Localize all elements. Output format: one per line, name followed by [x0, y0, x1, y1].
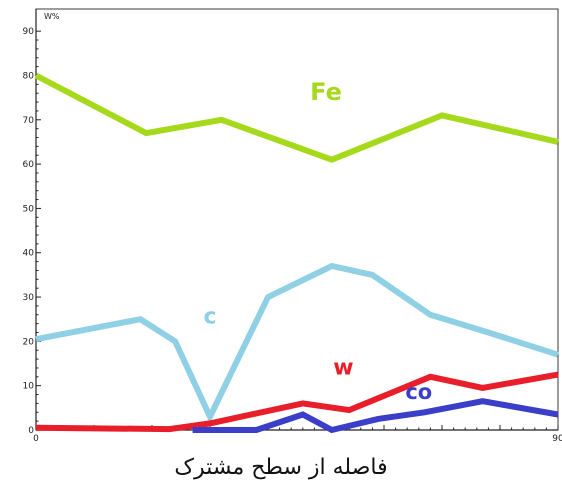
series-label-w: w	[333, 356, 353, 381]
y-tick-label: 80	[23, 71, 35, 81]
y-tick-label: 10	[23, 382, 35, 392]
series-line-fe	[34, 72, 559, 163]
series-lines	[34, 72, 559, 434]
y-tick-label: 70	[23, 116, 35, 126]
y-tick-label: 40	[23, 249, 35, 259]
y-tick-label: 90	[23, 27, 35, 37]
series-label-co: co	[405, 380, 432, 404]
series-labels: Fe c w co	[203, 78, 432, 404]
x-axis-label: فاصله از سطح مشترک	[174, 455, 388, 480]
series-line-co	[192, 398, 559, 434]
y-tick-label: 60	[23, 160, 35, 170]
x-tick-label: 90	[552, 434, 562, 444]
series-line-c	[35, 262, 559, 424]
plot-frame	[35, 8, 559, 431]
y-tick-label: 50	[23, 204, 35, 214]
axes	[35, 8, 559, 431]
y-tick-label: 30	[23, 293, 35, 303]
series-label-c: c	[203, 305, 216, 330]
series-line-w	[35, 371, 559, 433]
y-tick-label: 20	[23, 337, 35, 347]
x-tick-label: 0	[33, 434, 39, 444]
y-axis-ticks: 0 10 20 30 40 50 60 70 80 90	[23, 27, 41, 436]
y-axis-unit-label: W%	[44, 12, 60, 21]
series-label-fe: Fe	[310, 78, 342, 106]
y-tick-label: 0	[28, 426, 34, 436]
